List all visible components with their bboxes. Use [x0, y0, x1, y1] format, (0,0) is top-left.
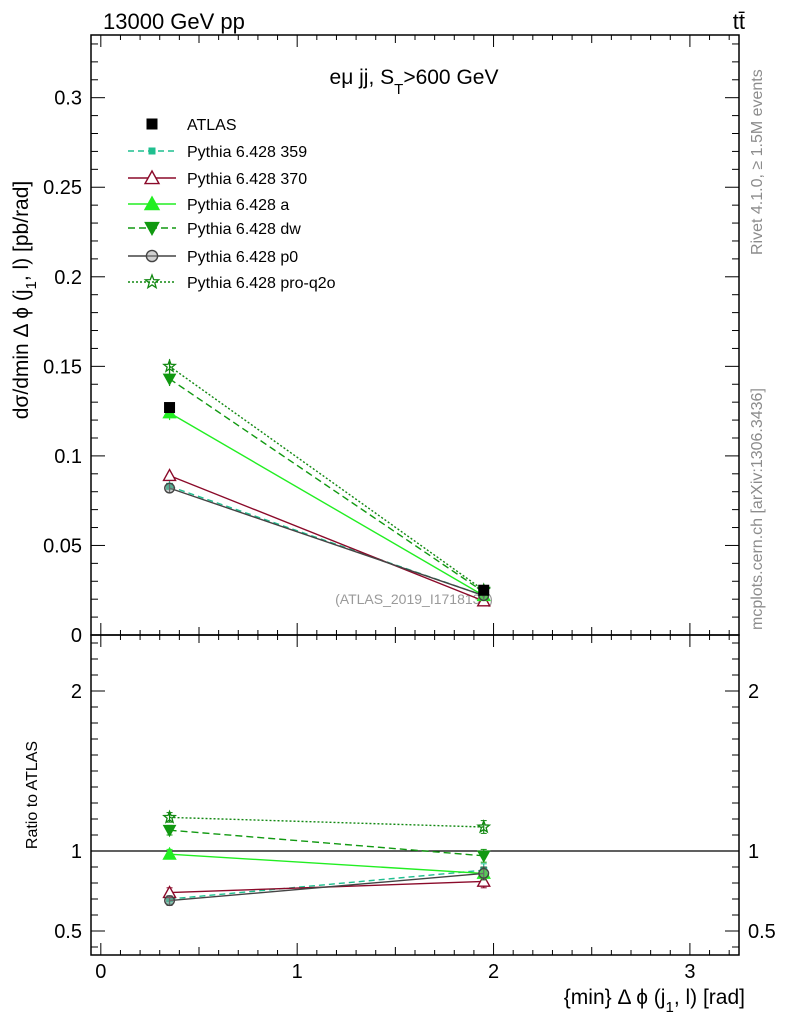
process-label: tt̄	[733, 9, 745, 34]
legend-label-p370: Pythia 6.428 370	[187, 171, 307, 188]
ratio-line-pp0	[169, 872, 484, 902]
legend-marker-pdw	[144, 221, 160, 237]
ratio-y-tick-label-right: 2	[748, 681, 759, 703]
main-y-tick-label: 0.15	[43, 356, 82, 378]
series-line-pdw	[169, 378, 485, 593]
ratio-panel: 0 1 2 3 0.5 0.5 1 1 2 2	[54, 634, 776, 983]
ratio-line-p359	[169, 869, 484, 900]
legend-label-pq2o: Pythia 6.428 pro-q2o	[187, 275, 336, 292]
analysis-watermark: (ATLAS_2019_I1718132)	[335, 591, 493, 607]
series-line-pa	[169, 412, 485, 597]
ratio-y-tick-label-right: 0.5	[748, 921, 776, 943]
main-y-tick-label: 0.2	[54, 267, 82, 289]
ratio-y-tick-label: 2	[71, 681, 82, 703]
legend-label-atlas: ATLAS	[187, 117, 237, 134]
ratio-y-axis-label: Ratio to ATLAS	[24, 741, 41, 849]
series-line-p370	[169, 474, 484, 602]
main-y-tick-label: 0.05	[43, 535, 82, 557]
ratio-point-pq2o	[476, 819, 492, 834]
legend-label-p359: Pythia 6.428 359	[187, 144, 307, 161]
series-line-pp0	[169, 487, 484, 597]
energy-label: 13000 GeV pp	[103, 9, 245, 34]
ratio-y-tick-label: 1	[71, 841, 82, 863]
legend-label-pdw: Pythia 6.428 dw	[187, 221, 301, 238]
ratio-point-pdw	[162, 824, 177, 838]
rivet-version-label: Rivet 4.1.0, ≥ 1.5M events	[749, 69, 766, 255]
ratio-frame	[90, 634, 740, 956]
ratio-y-tick-label-right: 1	[748, 841, 759, 863]
mcplots-label: mcplots.cern.ch [arXiv:1306.3436]	[749, 388, 766, 630]
ratio-point-pp0	[164, 895, 176, 907]
x-tick-label: 1	[292, 961, 303, 983]
ratio-line-pdw	[169, 829, 484, 857]
x-axis-label: {min} Δ ϕ (j1, l) [rad]	[564, 986, 745, 1016]
x-tick-label: 3	[684, 961, 695, 983]
legend-marker-p370	[143, 169, 161, 185]
point-pq2o	[162, 358, 178, 373]
legend: ATLAS Pythia 6.428 359 Pythia 6.428 370 Pyt…	[128, 117, 336, 292]
ratio-point-pp0	[478, 867, 490, 879]
ratio-point-p370	[476, 873, 491, 887]
main-y-tick-label: 0.1	[54, 446, 82, 468]
legend-marker-pa	[143, 195, 161, 211]
x-tick-label: 2	[488, 961, 499, 983]
point-pdw	[162, 373, 177, 386]
legend-marker-atlas	[146, 118, 158, 130]
ratio-y-tick-label: 0.5	[54, 921, 82, 943]
legend-marker-p359	[148, 147, 156, 155]
point-p370	[162, 468, 177, 482]
series-line-p359	[169, 485, 484, 597]
main-panel: 0 0.05 0.1 0.15 0.2 0.25 0.3	[43, 34, 740, 647]
point-pp0	[164, 482, 176, 494]
plot-title: eμ jj, ST>600 GeV	[330, 66, 499, 98]
main-y-tick-label: 0.25	[43, 177, 82, 199]
series-line-pq2o	[169, 365, 485, 591]
legend-marker-pq2o	[143, 273, 161, 290]
atlas-point	[478, 584, 490, 596]
ratio-point-pa	[162, 846, 177, 860]
ratio-point-pq2o	[162, 809, 178, 824]
ratio-line-pq2o	[169, 816, 484, 828]
main-y-tick-label: 0	[71, 625, 82, 647]
legend-label-pp0: Pythia 6.428 p0	[187, 249, 298, 266]
x-tick-label: 0	[95, 961, 106, 983]
main-y-axis-label: dσ/dmin Δ ϕ (j1, l) [pb/rad]	[10, 181, 40, 420]
legend-marker-pp0	[145, 249, 159, 263]
ratio-line-pa	[169, 853, 484, 875]
legend-label-pa: Pythia 6.428 a	[187, 197, 289, 214]
atlas-point	[164, 402, 176, 414]
ratio-point-pdw	[476, 850, 491, 863]
main-y-tick-label: 0.3	[54, 88, 82, 110]
